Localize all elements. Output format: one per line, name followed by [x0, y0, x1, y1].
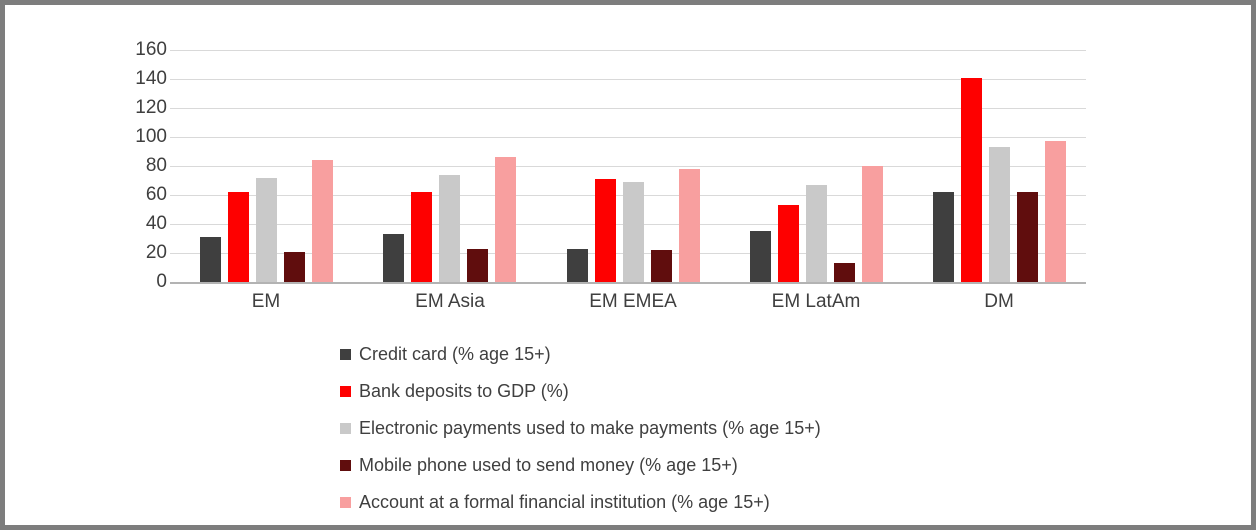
legend-swatch-icon	[340, 423, 351, 434]
bar-em-asia-series-0	[383, 234, 404, 282]
bar-em-series-3	[284, 252, 305, 282]
bar-em-series-0	[200, 237, 221, 282]
legend-swatch-icon	[340, 460, 351, 471]
legend-label: Credit card (% age 15+)	[359, 344, 551, 364]
gridline	[170, 108, 1086, 109]
legend-swatch-icon	[340, 386, 351, 397]
gridline	[170, 166, 1086, 167]
bar-dm-series-2	[989, 147, 1010, 282]
bar-em-asia-series-1	[411, 192, 432, 282]
bar-em-asia-series-3	[467, 249, 488, 282]
gridline	[170, 50, 1086, 51]
legend-label: Bank deposits to GDP (%)	[359, 381, 569, 401]
bar-em-series-2	[256, 178, 277, 282]
bar-em-series-1	[228, 192, 249, 282]
gridline	[170, 137, 1086, 138]
gridline	[170, 79, 1086, 80]
bar-em-asia-series-2	[439, 175, 460, 282]
legend-label: Electronic payments used to make payment…	[359, 418, 821, 438]
y-tick-label: 0	[156, 271, 167, 292]
bar-em-latam-series-1	[778, 205, 799, 282]
bar-em-emea-series-0	[567, 249, 588, 282]
bar-em-latam-series-0	[750, 231, 771, 282]
bar-em-emea-series-2	[623, 182, 644, 282]
legend-item-credit-card: Credit card (% age 15+)	[340, 336, 821, 373]
bar-chart: 0 20 40 60 80 100 120 140 160 EM EM Asia…	[5, 5, 1251, 525]
legend-swatch-icon	[340, 349, 351, 360]
x-axis-line	[170, 282, 1086, 284]
bar-em-latam-series-2	[806, 185, 827, 282]
bar-dm-series-4	[1045, 141, 1066, 282]
y-tick-label: 40	[145, 213, 167, 234]
bar-em-asia-series-4	[495, 157, 516, 282]
y-tick-label: 80	[145, 155, 167, 176]
x-tick-label-em: EM	[251, 291, 281, 312]
legend-swatch-icon	[340, 497, 351, 508]
legend-item-mobile-phone: Mobile phone used to send money (% age 1…	[340, 447, 821, 484]
y-tick-label: 120	[135, 97, 167, 118]
bar-em-series-4	[312, 160, 333, 282]
bar-dm-series-3	[1017, 192, 1038, 282]
legend: Credit card (% age 15+) Bank deposits to…	[340, 336, 821, 521]
legend-item-account-institution: Account at a formal financial institutio…	[340, 484, 821, 521]
legend-item-bank-deposits: Bank deposits to GDP (%)	[340, 373, 821, 410]
x-tick-label-em-emea: EM EMEA	[589, 291, 677, 312]
y-tick-label: 160	[135, 39, 167, 60]
bar-em-latam-series-3	[834, 263, 855, 282]
legend-label: Account at a formal financial institutio…	[359, 492, 770, 512]
bar-em-emea-series-1	[595, 179, 616, 282]
bar-em-emea-series-4	[679, 169, 700, 282]
y-tick-label: 100	[135, 126, 167, 147]
y-tick-label: 20	[145, 242, 167, 263]
y-tick-label: 140	[135, 68, 167, 89]
bar-em-latam-series-4	[862, 166, 883, 282]
bar-dm-series-0	[933, 192, 954, 282]
bar-em-emea-series-3	[651, 250, 672, 282]
legend-label: Mobile phone used to send money (% age 1…	[359, 455, 738, 475]
bar-dm-series-1	[961, 78, 982, 282]
y-tick-label: 60	[145, 184, 167, 205]
x-tick-label-em-asia: EM Asia	[415, 291, 485, 312]
x-tick-label-dm: DM	[984, 291, 1014, 312]
x-tick-label-em-latam: EM LatAm	[771, 291, 861, 312]
legend-item-electronic-payments: Electronic payments used to make payment…	[340, 410, 821, 447]
